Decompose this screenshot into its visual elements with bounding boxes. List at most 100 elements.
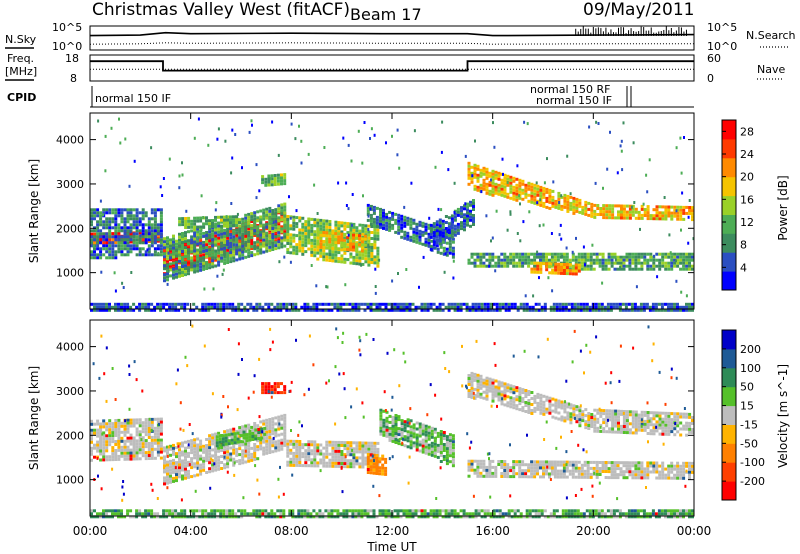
rti-speckle bbox=[288, 195, 290, 199]
rti-cell bbox=[394, 212, 398, 216]
rti-cell bbox=[343, 441, 347, 445]
rti-cell bbox=[655, 258, 659, 262]
rti-speckle bbox=[437, 207, 440, 211]
rti-cell bbox=[450, 305, 454, 309]
rti-cell bbox=[102, 446, 106, 450]
rti-cell bbox=[366, 459, 370, 462]
rti-cell bbox=[221, 440, 225, 444]
rti-cell bbox=[343, 241, 347, 245]
rti-cell bbox=[418, 229, 422, 233]
rti-cell bbox=[289, 239, 293, 243]
rti-cell bbox=[123, 208, 127, 212]
rti-cell bbox=[235, 233, 239, 237]
rti-cell bbox=[387, 308, 391, 312]
rti-cell bbox=[247, 221, 251, 225]
rti-cell bbox=[123, 302, 127, 306]
rti-cell bbox=[264, 308, 268, 312]
rti-cell bbox=[226, 258, 230, 261]
rti-cell bbox=[114, 220, 118, 224]
rti-cell bbox=[126, 247, 130, 251]
rti-cell bbox=[402, 305, 406, 309]
rti-speckle bbox=[403, 205, 406, 209]
rti-cell bbox=[599, 210, 603, 213]
rti-cell bbox=[253, 214, 257, 218]
rti-cell bbox=[605, 204, 609, 208]
colorbar-swatch bbox=[722, 214, 736, 234]
rti-cell bbox=[283, 431, 287, 435]
rti-cell bbox=[135, 421, 139, 425]
rti-cell bbox=[539, 194, 543, 198]
rti-cell bbox=[343, 462, 347, 466]
rti-cell bbox=[352, 242, 355, 246]
rti-cell bbox=[412, 429, 416, 433]
rti-cell bbox=[250, 236, 254, 240]
rti-cell bbox=[123, 308, 127, 312]
rti-cell bbox=[295, 246, 299, 250]
noise-line-nsearch bbox=[89, 42, 694, 45]
rti-cell bbox=[235, 246, 239, 250]
rti-cell bbox=[628, 210, 632, 214]
rti-cell bbox=[322, 252, 326, 256]
rti-cell bbox=[138, 247, 142, 251]
rti-cell bbox=[436, 250, 440, 254]
rti-cell bbox=[420, 305, 424, 309]
rti-cell bbox=[166, 475, 169, 479]
rti-cell bbox=[400, 431, 404, 435]
rti-cell bbox=[651, 302, 655, 306]
rti-cell bbox=[135, 247, 139, 251]
noise-series bbox=[89, 26, 695, 45]
rti-cell bbox=[214, 462, 218, 466]
rti-cell bbox=[235, 450, 239, 454]
rti-cell bbox=[232, 250, 236, 254]
rti-cell bbox=[340, 238, 344, 242]
rti-cell bbox=[199, 448, 203, 452]
rti-cell bbox=[442, 455, 446, 458]
rti-cell bbox=[292, 239, 296, 243]
rti-cell bbox=[503, 188, 507, 192]
rti-cell bbox=[135, 418, 139, 422]
rti-cell bbox=[193, 453, 197, 457]
rti-cell bbox=[378, 302, 382, 306]
rti-cell bbox=[500, 193, 504, 197]
rti-cell bbox=[93, 250, 96, 254]
rti-cell bbox=[114, 238, 118, 242]
rti-speckle bbox=[110, 126, 113, 130]
rti-cell bbox=[226, 243, 230, 246]
rti-speckle bbox=[347, 143, 350, 147]
rti-cell bbox=[379, 222, 382, 226]
rti-cell bbox=[447, 237, 451, 241]
rti-cell bbox=[467, 167, 471, 171]
rti-cell bbox=[378, 472, 382, 476]
rti-cell bbox=[578, 201, 582, 205]
rti-cell bbox=[615, 302, 619, 306]
rti-cell bbox=[175, 455, 178, 459]
rti-cell bbox=[539, 185, 543, 189]
rti-cell bbox=[201, 305, 205, 309]
rti-cell bbox=[129, 247, 133, 251]
rti-cell bbox=[491, 178, 495, 182]
rti-cell bbox=[159, 444, 163, 448]
rti-cell bbox=[358, 250, 362, 254]
colorbar-swatch bbox=[722, 233, 736, 253]
rti-cell bbox=[247, 453, 251, 457]
rti-cell bbox=[545, 262, 549, 266]
rti-cell bbox=[346, 243, 350, 247]
rti-cell bbox=[403, 230, 407, 234]
rti-cell bbox=[132, 308, 136, 312]
rti-cell bbox=[132, 445, 136, 449]
rti-cell bbox=[274, 244, 278, 248]
rti-cell bbox=[364, 260, 368, 264]
rti-cell bbox=[373, 246, 377, 250]
rti-cell bbox=[336, 302, 340, 306]
rti-cell bbox=[271, 441, 275, 445]
rti-cell bbox=[358, 441, 362, 445]
rti-cell bbox=[590, 202, 594, 206]
rti-cell bbox=[343, 247, 347, 251]
rti-cell bbox=[563, 193, 567, 197]
rti-cell bbox=[169, 258, 172, 262]
rti-cell bbox=[501, 302, 505, 306]
rti-cell bbox=[472, 205, 475, 208]
rti-cell bbox=[476, 255, 480, 259]
rti-cell bbox=[553, 258, 557, 262]
rti-cell bbox=[144, 214, 148, 218]
